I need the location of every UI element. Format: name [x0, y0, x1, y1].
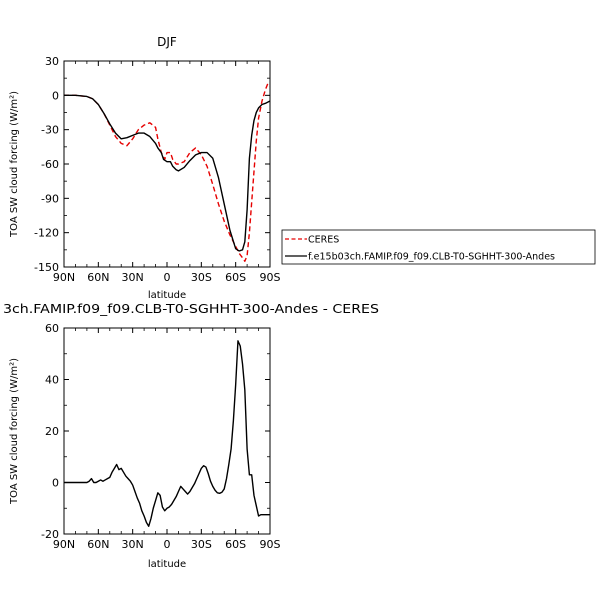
top-y-tick-label: -120 — [34, 227, 59, 240]
top-x-axis-label: latitude — [148, 290, 186, 301]
top-series-line-ceres — [64, 83, 271, 262]
top-y-tick-label: 0 — [52, 89, 59, 102]
bottom-y-tick-label: 40 — [45, 374, 59, 387]
top-x-ticks: 90N 60N 30N 0 30S 60S 90S — [53, 61, 281, 284]
bottom-y-tick-label: 20 — [45, 425, 59, 438]
bottom-x-ticks: 90N 60N 30N 0 30S 60S 90S — [53, 328, 281, 551]
top-plot-area — [64, 83, 271, 262]
top-chart: DJF 90N 60N 30N 0 30S 60S 90S 30 0 -30 -60 -90 -120… — [9, 35, 596, 301]
legend: CERES f.e15b03ch.FAMIP.f09_f09.CLB-T0-SG… — [281, 229, 596, 265]
top-y-tick-label: -150 — [34, 261, 59, 274]
bottom-x-tick-label: 90S — [260, 538, 281, 551]
top-series-line-model — [64, 94, 271, 252]
bottom-plot-area — [64, 340, 270, 527]
top-y-ticks: 30 0 -30 -60 -90 -120 -150 — [34, 55, 270, 274]
bottom-x-axis-label: latitude — [148, 559, 186, 570]
legend-label-ceres: CERES — [308, 235, 339, 246]
bottom-y-ticks: 60 40 20 0 -20 — [41, 322, 270, 541]
bottom-x-tick-label: 30N — [122, 538, 144, 551]
top-x-tick-label: 60S — [225, 271, 246, 284]
top-x-tick-label: 30S — [191, 271, 212, 284]
legend-box — [281, 229, 596, 265]
top-x-tick-label: 30N — [122, 271, 144, 284]
top-x-tick-label: 60N — [87, 271, 109, 284]
legend-label-model: f.e15b03ch.FAMIP.f09_f09.CLB-T0-SGHHT-30… — [308, 252, 555, 263]
top-plot-frame — [63, 60, 271, 268]
bottom-x-tick-label: 60N — [87, 538, 109, 551]
top-x-tick-label: 90N — [53, 271, 75, 284]
top-y-tick-label: -30 — [41, 124, 59, 137]
bottom-series-line-difference — [64, 340, 270, 527]
top-y-tick-label: -60 — [41, 158, 59, 171]
bottom-x-tick-label: 30S — [191, 538, 212, 551]
bottom-y-axis-label: TOA SW cloud forcing (W/m²) — [9, 358, 20, 505]
top-y-tick-label: -90 — [41, 192, 59, 205]
bottom-x-tick-label: 0 — [164, 538, 171, 551]
bottom-plot-frame — [63, 327, 271, 535]
bottom-x-tick-label: 60S — [225, 538, 246, 551]
bottom-y-tick-label: 0 — [52, 477, 59, 490]
bottom-y-tick-label: 60 — [45, 322, 59, 335]
top-y-tick-label: 30 — [45, 55, 59, 68]
bottom-chart: 3ch.FAMIP.f09_f09.CLB-T0-SGHHT-300-Andes… — [3, 302, 379, 570]
top-y-axis-label: TOA SW cloud forcing (W/m²) — [9, 91, 20, 238]
top-x-tick-label: 90S — [260, 271, 281, 284]
top-x-tick-label: 0 — [164, 271, 171, 284]
bottom-x-tick-label: 90N — [53, 538, 75, 551]
bottom-chart-title: 3ch.FAMIP.f09_f09.CLB-T0-SGHHT-300-Andes… — [3, 302, 379, 316]
top-chart-title: DJF — [157, 35, 177, 49]
bottom-y-tick-label: -20 — [41, 528, 59, 541]
